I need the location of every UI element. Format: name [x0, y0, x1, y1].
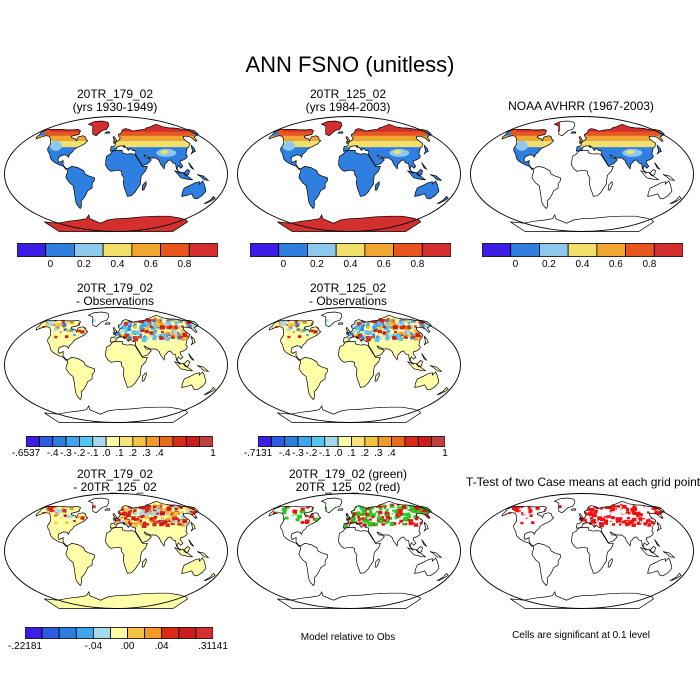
colorbar-tick-label: -.6537	[11, 448, 41, 459]
panel-title-2-line1: 20TR_125_02	[309, 87, 387, 101]
map-case-diff	[4, 493, 228, 609]
colorbar-tick-label: 0.2	[541, 259, 556, 270]
map-model1-abs	[4, 116, 228, 232]
panel-title-3: NOAA AVHRR (1967-2003)	[466, 100, 696, 113]
colorbar-tick-label: .00	[120, 641, 135, 652]
colorbar-tick-label: .2	[128, 448, 137, 459]
colorbar-tick-label: 0.4	[110, 259, 125, 270]
colorbar-2	[250, 243, 451, 257]
panel-title-5: 20TR_125_02 - Observations	[233, 282, 463, 308]
colorbar-4	[26, 436, 213, 447]
significance-note: Cells are significant at 0.1 level	[512, 630, 650, 641]
colorbar-1	[17, 243, 218, 257]
panel-title-3-line1: NOAA AVHRR (1967-2003)	[508, 99, 654, 113]
colorbar-tick-label: -.7131	[243, 448, 273, 459]
panel-title-1: 20TR_179_02 (yrs 1930-1949)	[0, 88, 230, 114]
colorbar-tick-label: .04	[154, 641, 169, 652]
colorbar-3	[482, 243, 683, 257]
colorbar-tick-label: .0	[334, 448, 343, 459]
colorbar-tick-label: -.2	[73, 448, 86, 459]
panel-title-1-line1: 20TR_179_02	[76, 87, 154, 101]
colorbar-tick-label: -.22181	[8, 641, 42, 652]
panel-title-4-line1: 20TR_179_02	[76, 281, 154, 295]
colorbar-tick-label: .3	[374, 448, 383, 459]
colorbar-tick-label: 0.2	[309, 259, 324, 270]
colorbar-tick-label: 1	[442, 448, 448, 459]
colorbar-tick-label: -.2	[305, 448, 318, 459]
colorbar-tick-label: 0	[280, 259, 287, 270]
colorbar-5	[258, 436, 445, 447]
colorbar-tick-label: 0	[512, 259, 519, 270]
colorbar-tick-label: .1	[115, 448, 124, 459]
colorbar-tick-label: -.04	[84, 641, 103, 652]
colorbar-tick-label: 0.8	[642, 259, 657, 270]
panel-title-7: 20TR_179_02 (green) 20TR_125_02 (red)	[233, 468, 463, 494]
panel-title-4: 20TR_179_02 - Observations	[0, 282, 230, 308]
colorbar-tick-label: 0.8	[177, 259, 192, 270]
colorbar-tick-label: 1	[210, 448, 216, 459]
panel-title-1-line2: (yrs 1930-1949)	[72, 100, 158, 114]
panel-title-6-line2: - 20TR_125_02	[73, 480, 157, 494]
colorbar-tick-label: .31141	[198, 641, 228, 652]
colorbar-tick-label: 0.6	[608, 259, 623, 270]
colorbar-tick-label: 0.2	[76, 259, 91, 270]
panel-title-5-line2: - Observations	[308, 294, 388, 308]
colorbar-tick-label: 0.4	[343, 259, 358, 270]
colorbar-tick-label: .0	[102, 448, 111, 459]
map-model2-abs	[237, 116, 461, 232]
colorbar-tick-label: 0	[47, 259, 54, 270]
colorbar-tick-label: -.4	[278, 448, 291, 459]
panel-title-2: 20TR_125_02 (yrs 1984-2003)	[233, 88, 463, 114]
panel-title-7-line1: 20TR_179_02 (green)	[288, 467, 408, 481]
colorbar-tick-label: -.4	[46, 448, 59, 459]
map-obs-abs	[470, 116, 694, 232]
map-green-red	[237, 493, 461, 609]
colorbar-tick-label: 0.8	[410, 259, 425, 270]
colorbar-tick-label: -.1	[86, 448, 99, 459]
panel-title-8-line1: T-Test of two Case means at each grid po…	[466, 475, 700, 489]
map-model1-diff	[4, 307, 228, 423]
panel-title-4-line2: - Observations	[75, 294, 155, 308]
colorbar-tick-label: .1	[347, 448, 356, 459]
panel-title-8: T-Test of two Case means at each grid po…	[466, 475, 700, 489]
panel-title-6: 20TR_179_02 - 20TR_125_02	[0, 468, 230, 494]
panel-title-7-line2: 20TR_125_02 (red)	[295, 480, 401, 494]
model-relative-note: Model relative to Obs	[300, 632, 396, 643]
colorbar-tick-label: -.3	[292, 448, 304, 459]
colorbar-tick-label: 0.4	[575, 259, 590, 270]
colorbar-tick-label: -.3	[60, 448, 72, 459]
colorbar-tick-label: 0.6	[143, 259, 158, 270]
panel-title-2-line2: (yrs 1984-2003)	[305, 100, 391, 114]
colorbar-tick-label: -.1	[318, 448, 331, 459]
colorbar-6	[25, 627, 213, 639]
colorbar-tick-label: .4	[387, 448, 396, 459]
colorbar-tick-label: .3	[142, 448, 151, 459]
colorbar-tick-label: .4	[155, 448, 164, 459]
colorbar-tick-label: .2	[360, 448, 369, 459]
panel-title-5-line1: 20TR_125_02	[309, 281, 387, 295]
colorbar-tick-label: 0.6	[376, 259, 391, 270]
map-model2-diff	[237, 307, 461, 423]
panel-title-6-line1: 20TR_179_02	[76, 467, 154, 481]
map-ttest	[470, 493, 694, 609]
figure-title: ANN FSNO (unitless)	[245, 52, 455, 77]
